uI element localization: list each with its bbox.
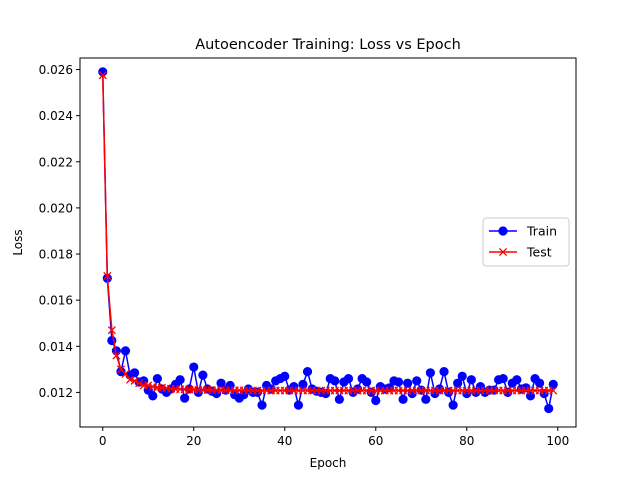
- y-tick-label: 0.026: [39, 63, 73, 77]
- train-point: [412, 376, 422, 386]
- train-point: [175, 375, 185, 385]
- train-point: [189, 362, 199, 372]
- train-point: [393, 377, 404, 387]
- train-point: [421, 394, 431, 404]
- train-point: [302, 367, 313, 377]
- train-point: [544, 403, 554, 414]
- test-point: [135, 379, 144, 388]
- train-point: [334, 394, 344, 404]
- series-line-test: [102, 75, 554, 392]
- train-point: [453, 378, 463, 388]
- y-tick-label: 0.012: [39, 386, 73, 400]
- train-point: [425, 368, 435, 378]
- series-layer: [98, 67, 558, 414]
- y-tick-label: 0.020: [39, 201, 73, 215]
- chart-title: Autoencoder Training: Loss vs Epoch: [195, 37, 461, 53]
- legend-marker-test: [498, 247, 508, 257]
- y-tick-label: 0.024: [39, 109, 73, 123]
- legend: Train Test: [482, 217, 570, 267]
- train-point: [539, 388, 549, 399]
- train-point: [548, 379, 558, 389]
- x-tick-label: 0: [99, 434, 107, 448]
- train-point: [462, 388, 472, 399]
- plot-frame: [79, 57, 577, 428]
- legend-marker-train: [498, 226, 508, 236]
- train-point: [216, 378, 226, 388]
- train-point: [343, 373, 354, 384]
- train-point: [280, 371, 290, 381]
- train-point: [439, 367, 449, 377]
- x-tick-label: 80: [459, 434, 474, 448]
- test-point: [98, 71, 107, 80]
- train-point: [534, 378, 545, 388]
- x-tick-label: 100: [546, 434, 569, 448]
- train-point: [371, 395, 381, 406]
- test-point: [549, 386, 558, 395]
- train-point: [298, 379, 308, 389]
- train-point: [362, 377, 372, 387]
- y-tick-label: 0.018: [39, 248, 73, 262]
- y-tick-label: 0.022: [39, 155, 73, 169]
- train-point: [152, 373, 162, 384]
- train-point: [407, 388, 417, 399]
- train-point: [293, 400, 304, 410]
- y-axis: 0.012 0.014 0.016 0.018 0.020 0.022 0.024 0.026: [39, 63, 80, 400]
- test-point: [112, 351, 121, 360]
- y-tick-label: 0.016: [39, 294, 73, 308]
- train-point: [448, 400, 458, 410]
- series-test: [98, 71, 558, 395]
- test-point: [130, 376, 139, 385]
- train-point: [330, 376, 340, 386]
- train-point: [498, 373, 508, 384]
- x-tick-label: 20: [186, 434, 201, 448]
- y-tick-label: 0.014: [39, 340, 73, 354]
- test-point: [103, 271, 112, 281]
- train-point: [512, 375, 522, 385]
- train-point: [403, 378, 413, 388]
- train-point: [466, 375, 476, 385]
- train-point: [457, 371, 467, 381]
- legend-label-train: Train: [526, 224, 557, 239]
- train-point: [257, 400, 267, 410]
- train-point: [148, 391, 158, 401]
- train-point: [321, 388, 331, 399]
- x-tick-label: 40: [277, 434, 292, 448]
- train-point: [120, 346, 131, 356]
- x-axis: 0 20 40 60 80 100: [99, 427, 569, 448]
- y-axis-title: Loss: [11, 229, 25, 255]
- train-point: [398, 394, 408, 404]
- test-point: [107, 326, 116, 335]
- legend-label-test: Test: [526, 245, 552, 260]
- train-point: [198, 370, 208, 380]
- x-tick-label: 60: [368, 434, 383, 448]
- x-axis-title: Epoch: [310, 456, 347, 470]
- test-point: [121, 369, 130, 379]
- train-point: [180, 393, 190, 403]
- train-point: [130, 368, 140, 378]
